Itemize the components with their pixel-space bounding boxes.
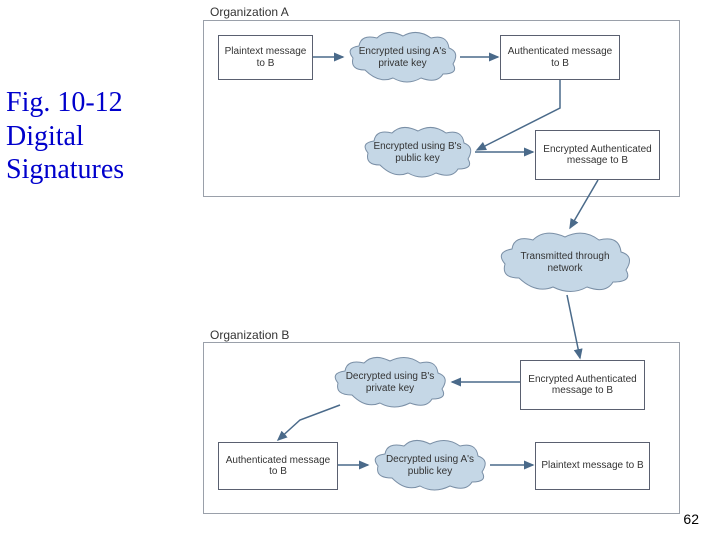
cloud-text: Decrypted using A's public key <box>370 438 490 493</box>
cloud-enc-b-pub: Encrypted using B's public key <box>360 125 475 180</box>
cloud-text: Transmitted through network <box>495 230 635 295</box>
cloud-text: Encrypted using B's public key <box>360 125 475 180</box>
cloud-enc-a-priv: Encrypted using A's private key <box>345 30 460 85</box>
page-number: 62 <box>680 510 702 528</box>
cloud-dec-a-pub: Decrypted using A's public key <box>370 438 490 493</box>
cloud-dec-b-priv: Decrypted using B's private key <box>330 355 450 410</box>
cloud-transmit: Transmitted through network <box>495 230 635 295</box>
cloud-text: Encrypted using A's private key <box>345 30 460 85</box>
cloud-text: Decrypted using B's private key <box>330 355 450 410</box>
